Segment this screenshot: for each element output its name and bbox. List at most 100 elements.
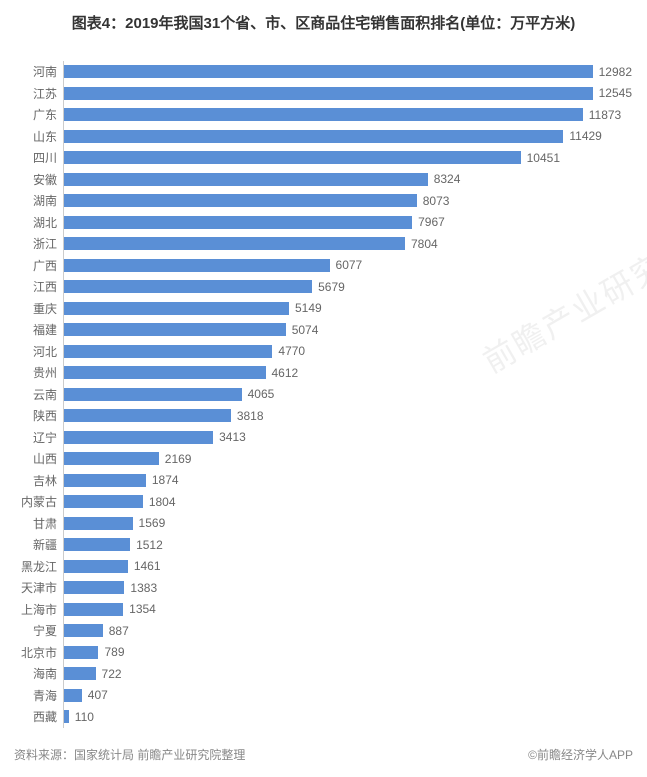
bar <box>64 323 286 336</box>
value-label: 3818 <box>237 409 264 423</box>
bar <box>64 431 213 444</box>
bar <box>64 259 330 272</box>
bar-wrap: 1512 <box>63 534 632 556</box>
category-label: 河北 <box>15 343 63 360</box>
bar <box>64 388 242 401</box>
bar <box>64 237 405 250</box>
category-label: 贵州 <box>15 364 63 381</box>
category-label: 江西 <box>15 278 63 295</box>
bar-row: 天津市1383 <box>15 577 632 599</box>
bar <box>64 87 593 100</box>
bar-row: 山西2169 <box>15 448 632 470</box>
category-label: 广东 <box>15 106 63 123</box>
bar-row: 湖北7967 <box>15 212 632 234</box>
bar-row: 广西6077 <box>15 255 632 277</box>
bar-row: 陕西 3818 <box>15 405 632 427</box>
category-label: 湖南 <box>15 192 63 209</box>
bar-row: 山东11429 <box>15 126 632 148</box>
bar-row: 广东 11873 <box>15 104 632 126</box>
bar-row: 辽宁3413 <box>15 427 632 449</box>
value-label: 407 <box>88 688 108 702</box>
bar-wrap: 5149 <box>63 298 632 320</box>
value-label: 11873 <box>589 108 621 122</box>
bar-row: 北京市789 <box>15 642 632 664</box>
bar-wrap: 8073 <box>63 190 632 212</box>
bar-wrap: 3818 <box>63 405 632 427</box>
category-label: 海南 <box>15 665 63 682</box>
bar-wrap: 5074 <box>63 319 632 341</box>
bar <box>64 452 159 465</box>
value-label: 4065 <box>248 387 275 401</box>
bar-wrap: 4065 <box>63 384 632 406</box>
bar-wrap: 789 <box>63 642 632 664</box>
bar-row: 四川10451 <box>15 147 632 169</box>
bar <box>64 710 69 723</box>
bar <box>64 345 272 358</box>
chart-title: 图表4：2019年我国31个省、市、区商品住宅销售面积排名(单位：万平方米) <box>0 0 647 41</box>
bar <box>64 689 82 702</box>
bar-wrap: 4612 <box>63 362 632 384</box>
bar <box>64 302 289 315</box>
bar-row: 上海市 1354 <box>15 599 632 621</box>
bar-wrap: 1569 <box>63 513 632 535</box>
bar-row: 海南 722 <box>15 663 632 685</box>
value-label: 1569 <box>139 516 166 530</box>
bar-row: 甘肃1569 <box>15 513 632 535</box>
bar-wrap: 1354 <box>63 599 632 621</box>
bar <box>64 108 583 121</box>
bar-wrap: 722 <box>63 663 632 685</box>
bar-row: 河北4770 <box>15 341 632 363</box>
bar-wrap: 8324 <box>63 169 632 191</box>
value-label: 8073 <box>423 194 450 208</box>
category-label: 陕西 <box>15 407 63 424</box>
category-label: 云南 <box>15 386 63 403</box>
bar-wrap: 11873 <box>63 104 632 126</box>
value-label: 12545 <box>599 86 632 100</box>
category-label: 浙江 <box>15 235 63 252</box>
category-label: 天津市 <box>15 579 63 596</box>
bar-wrap: 12545 <box>63 83 632 105</box>
bar-wrap: 12982 <box>63 61 632 83</box>
bar-row: 吉林1874 <box>15 470 632 492</box>
value-label: 7804 <box>411 237 438 251</box>
category-label: 上海市 <box>15 601 63 618</box>
bar-wrap: 3413 <box>63 427 632 449</box>
bar-wrap: 407 <box>63 685 632 707</box>
value-label: 722 <box>102 667 122 681</box>
bar-row: 江西 5679 <box>15 276 632 298</box>
value-label: 10451 <box>527 151 560 165</box>
bar-row: 湖南 8073 <box>15 190 632 212</box>
bar <box>64 624 103 637</box>
category-label: 内蒙古 <box>15 493 63 510</box>
category-label: 山东 <box>15 128 63 145</box>
bar-wrap: 887 <box>63 620 632 642</box>
footer: 资料来源：国家统计局 前瞻产业研究院整理 ©前瞻经济学人APP <box>14 746 633 763</box>
bar <box>64 173 428 186</box>
value-label: 5679 <box>318 280 345 294</box>
bar <box>64 474 146 487</box>
value-label: 12982 <box>599 65 632 79</box>
bar <box>64 538 130 551</box>
bar-row: 福建5074 <box>15 319 632 341</box>
category-label: 安徽 <box>15 171 63 188</box>
category-label: 新疆 <box>15 536 63 553</box>
bar-wrap: 5679 <box>63 276 632 298</box>
bar-row: 黑龙江1461 <box>15 556 632 578</box>
bar <box>64 151 521 164</box>
bar <box>64 581 124 594</box>
bar-wrap: 7804 <box>63 233 632 255</box>
value-label: 110 <box>75 710 94 724</box>
category-label: 宁夏 <box>15 622 63 639</box>
value-label: 1354 <box>129 602 156 616</box>
category-label: 河南 <box>15 63 63 80</box>
bar-row: 贵州4612 <box>15 362 632 384</box>
bar-row: 青海 407 <box>15 685 632 707</box>
value-label: 887 <box>109 624 129 638</box>
value-label: 1512 <box>136 538 163 552</box>
bar-wrap: 11429 <box>63 126 632 148</box>
category-label: 湖北 <box>15 214 63 231</box>
category-label: 青海 <box>15 687 63 704</box>
bar <box>64 495 143 508</box>
bar-wrap: 110 <box>63 706 632 728</box>
category-label: 辽宁 <box>15 429 63 446</box>
